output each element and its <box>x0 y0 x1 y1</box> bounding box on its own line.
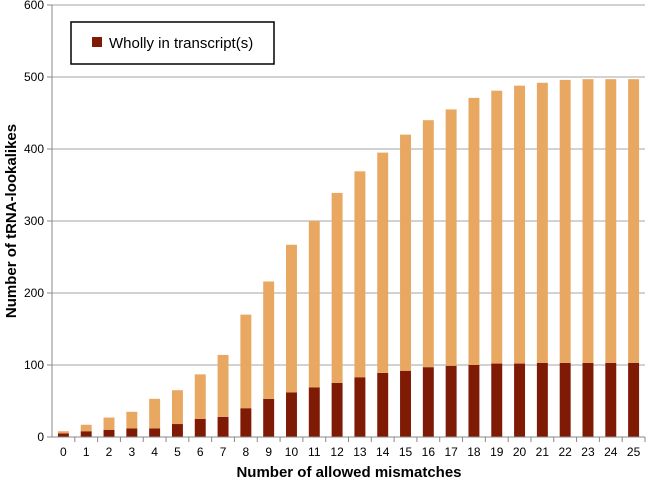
bar-transcript-19 <box>491 363 503 437</box>
bar-transcript-5 <box>171 424 183 437</box>
x-tick-label: 12 <box>330 445 344 459</box>
x-tick-label: 14 <box>376 445 390 459</box>
y-tick-label: 500 <box>24 70 44 84</box>
bar-transcript-7 <box>217 416 229 437</box>
x-tick-label: 16 <box>422 445 436 459</box>
y-tick-label: 300 <box>24 214 44 228</box>
bar-other-3 <box>126 411 138 429</box>
x-tick-label: 8 <box>243 445 250 459</box>
bar-other-9 <box>263 281 275 399</box>
x-tick-label: 10 <box>285 445 299 459</box>
bar-other-1 <box>80 424 92 432</box>
bar-transcript-18 <box>468 365 480 437</box>
x-tick-label: 17 <box>444 445 458 459</box>
bar-other-0 <box>57 431 69 434</box>
bar-transcript-15 <box>400 370 411 437</box>
y-tick-label: 200 <box>24 286 44 300</box>
bar-other-17 <box>445 109 457 366</box>
x-tick-label: 25 <box>627 445 641 459</box>
bar-other-22 <box>559 79 571 363</box>
bar-transcript-16 <box>422 367 434 437</box>
bar-transcript-2 <box>103 429 115 437</box>
bar-transcript-6 <box>194 419 206 437</box>
x-tick-label: 15 <box>399 445 413 459</box>
bar-other-18 <box>468 97 480 365</box>
bar-transcript-11 <box>308 387 320 437</box>
bar-other-6 <box>194 374 206 419</box>
x-tick-label: 2 <box>106 445 113 459</box>
bar-transcript-4 <box>149 428 161 437</box>
x-tick-label: 7 <box>220 445 227 459</box>
bar-transcript-1 <box>80 431 92 437</box>
x-tick-label: 23 <box>581 445 595 459</box>
legend-swatch <box>92 37 102 47</box>
bar-transcript-17 <box>445 365 457 437</box>
y-tick-label: 600 <box>24 0 44 12</box>
bar-transcript-3 <box>126 428 138 437</box>
bar-other-19 <box>491 90 503 364</box>
bar-other-4 <box>149 398 161 429</box>
x-tick-label: 21 <box>536 445 550 459</box>
bars-group <box>57 79 640 437</box>
bar-transcript-22 <box>559 362 571 437</box>
y-tick-label: 0 <box>37 430 44 444</box>
x-tick-label: 20 <box>513 445 527 459</box>
bar-transcript-21 <box>536 362 548 437</box>
x-tick-label: 5 <box>174 445 181 459</box>
bar-other-16 <box>422 120 434 368</box>
bar-transcript-25 <box>628 362 640 437</box>
legend-box <box>70 21 275 65</box>
x-axis-title: Number of allowed mismatches <box>236 464 461 481</box>
bar-transcript-12 <box>331 383 343 437</box>
bar-other-10 <box>286 244 297 393</box>
x-tick-label: 24 <box>604 445 618 459</box>
x-tick-label: 22 <box>558 445 572 459</box>
bar-other-23 <box>582 79 594 363</box>
bar-other-12 <box>331 192 343 383</box>
x-tick-label: 1 <box>83 445 90 459</box>
bar-other-5 <box>171 390 183 425</box>
bar-other-13 <box>354 171 366 378</box>
x-tick-label: 19 <box>490 445 504 459</box>
bar-other-21 <box>536 82 548 363</box>
y-axis-title: Number of tRNA-lookalikes <box>3 124 20 318</box>
bar-transcript-10 <box>286 392 297 437</box>
bar-other-8 <box>240 314 252 409</box>
x-tick-label: 4 <box>151 445 158 459</box>
x-tick-label: 11 <box>308 445 321 459</box>
bar-transcript-13 <box>354 377 366 437</box>
legend: Wholly in transcript(s) <box>70 21 275 65</box>
legend-label: Wholly in transcript(s) <box>109 35 253 52</box>
bar-transcript-23 <box>582 362 594 437</box>
x-tick-label: 18 <box>467 445 481 459</box>
bar-other-2 <box>103 417 115 430</box>
bar-other-25 <box>628 79 640 363</box>
x-tick-label: 9 <box>265 445 272 459</box>
x-tick-label: 0 <box>60 445 67 459</box>
bar-transcript-20 <box>514 363 526 437</box>
y-tick-label: 400 <box>24 142 44 156</box>
bar-other-20 <box>514 85 526 364</box>
bar-other-15 <box>400 134 411 371</box>
bar-other-11 <box>308 221 320 388</box>
x-tick-label: 3 <box>128 445 135 459</box>
x-tick-label: 13 <box>353 445 367 459</box>
bar-transcript-14 <box>377 372 389 437</box>
bar-other-14 <box>377 152 389 373</box>
bar-other-24 <box>605 79 617 363</box>
bar-transcript-8 <box>240 408 252 437</box>
bar-transcript-0 <box>57 433 69 437</box>
bar-transcript-24 <box>605 362 617 437</box>
y-tick-label: 100 <box>24 358 44 372</box>
bar-transcript-9 <box>263 398 275 437</box>
y-tick-labels: 0 100 200 300 400 500 600 <box>24 0 52 444</box>
x-tick-labels: 0 1 2 3 4 5 6 7 8 9 10 11 12 13 14 15 16 17 18 19 20 21 22 23 24… <box>60 437 646 459</box>
x-tick-label: 6 <box>197 445 204 459</box>
bar-other-7 <box>217 354 229 417</box>
